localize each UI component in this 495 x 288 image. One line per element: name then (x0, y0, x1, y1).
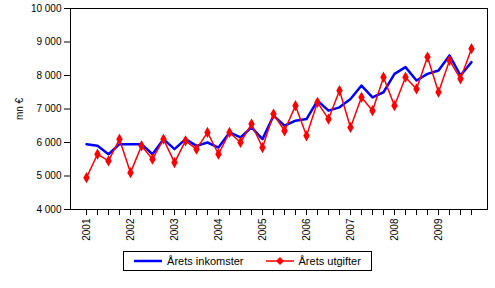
svg-text:4 000: 4 000 (36, 204, 61, 215)
svg-text:9 000: 9 000 (36, 36, 61, 47)
svg-text:mn €: mn € (14, 97, 25, 120)
svg-text:2004: 2004 (213, 218, 224, 241)
svg-text:8 000: 8 000 (36, 70, 61, 81)
html-text:Årets utgifter: Årets utgifter (298, 255, 361, 267)
svg-text:2003: 2003 (169, 218, 180, 241)
svg-text:2007: 2007 (345, 218, 356, 241)
html-text:Årets inkomster: Årets inkomster (167, 255, 244, 267)
svg-text:2006: 2006 (301, 218, 312, 241)
svg-text:7 000: 7 000 (36, 103, 61, 114)
svg-text:2009: 2009 (433, 218, 444, 241)
svg-text:2001: 2001 (81, 218, 92, 241)
svg-text:10 000: 10 000 (31, 3, 62, 14)
svg-text:2002: 2002 (125, 218, 136, 241)
svg-text:2005: 2005 (257, 218, 268, 241)
svg-text:6 000: 6 000 (36, 137, 61, 148)
svg-text:5 000: 5 000 (36, 170, 61, 181)
svg-text:2008: 2008 (389, 218, 400, 241)
